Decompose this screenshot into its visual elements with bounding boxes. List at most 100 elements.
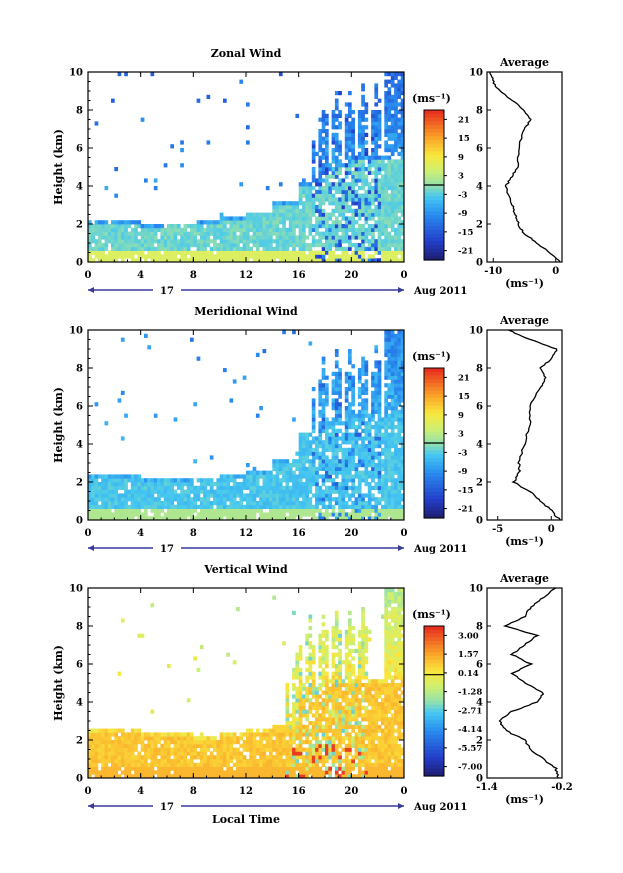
heatmap-cell: [377, 501, 382, 506]
heatmap-cell: [199, 482, 204, 487]
heatmap-cell: [298, 189, 303, 194]
heatmap-cell: [334, 766, 339, 771]
heatmap-cell: [321, 762, 326, 767]
heatmap-cell: [104, 501, 109, 506]
heatmap-cell: [124, 747, 128, 752]
colorbar-segment: [424, 200, 444, 205]
heatmap-cell: [367, 246, 372, 251]
heatmap-cell: [285, 239, 290, 244]
heatmap-cell: [348, 159, 352, 164]
heatmap-cell: [331, 686, 336, 691]
profile-y-tick-label: 4: [476, 440, 483, 451]
heatmap-cell: [318, 205, 323, 210]
heatmap-cell: [331, 170, 336, 175]
heatmap-cell: [397, 197, 402, 202]
heatmap-cell: [269, 212, 273, 217]
heatmap-cell: [111, 220, 115, 225]
heatmap-cell: [344, 125, 349, 130]
heatmap-cell: [186, 512, 191, 517]
heatmap-cell: [255, 352, 260, 357]
heatmap-cell: [390, 113, 395, 118]
heatmap-cell: [213, 516, 217, 521]
heatmap-cell: [397, 235, 402, 240]
heatmap-cell: [173, 747, 178, 752]
heatmap-cell: [239, 482, 244, 487]
heatmap-cell: [390, 151, 395, 156]
heatmap-cell: [295, 451, 300, 456]
heatmap-cell: [180, 508, 184, 513]
heatmap-cell: [338, 383, 342, 388]
heatmap-cell: [361, 178, 365, 183]
heatmap-cell: [173, 417, 178, 422]
heatmap-cell: [176, 231, 181, 236]
heatmap-cell: [120, 755, 125, 760]
heatmap-cell: [311, 648, 316, 653]
heatmap-cell: [292, 478, 296, 483]
heatmap-cell: [318, 140, 323, 145]
heatmap-cell: [111, 728, 115, 733]
heatmap-cell: [265, 755, 270, 760]
heatmap-cell: [282, 774, 286, 779]
heatmap-cell: [318, 743, 323, 748]
heatmap-cell: [390, 402, 395, 407]
heatmap-cell: [400, 428, 405, 433]
heatmap-cell: [295, 482, 300, 487]
heatmap-cell: [193, 770, 197, 775]
heatmap-cell: [170, 489, 174, 494]
heatmap-cell: [397, 497, 402, 502]
heatmap-cell: [400, 151, 405, 156]
heatmap-cell: [351, 258, 355, 263]
heatmap-cell: [377, 485, 382, 490]
heatmap-cell: [315, 451, 319, 456]
heatmap-cell: [321, 743, 326, 748]
heatmap-cell: [239, 182, 244, 187]
heatmap-cell: [305, 451, 309, 456]
heatmap-cell: [315, 182, 319, 187]
heatmap-cell: [226, 482, 230, 487]
heatmap-cell: [255, 732, 260, 737]
heatmap-cell: [236, 254, 240, 259]
heatmap-cell: [101, 516, 105, 521]
heatmap-cell: [91, 728, 95, 733]
heatmap-cell: [107, 504, 112, 509]
heatmap-cell: [384, 333, 388, 338]
heatmap-cell: [338, 413, 342, 418]
heatmap-cell: [183, 770, 188, 775]
heatmap-cell: [213, 759, 217, 764]
heatmap-cell: [305, 759, 309, 764]
heatmap-cell: [196, 516, 201, 521]
heatmap-cell: [262, 258, 267, 263]
heatmap-cell: [394, 163, 398, 168]
heatmap-cell: [163, 497, 168, 502]
heatmap-cell: [381, 254, 385, 259]
heatmap-cell: [170, 250, 174, 255]
heatmap-cell: [351, 174, 355, 179]
heatmap-cell: [259, 489, 263, 494]
heatmap-cell: [176, 759, 181, 764]
heatmap-cell: [377, 474, 382, 479]
heatmap-cell: [255, 227, 260, 232]
heatmap-cell: [321, 713, 326, 718]
heatmap-cell: [255, 231, 260, 236]
heatmap-cell: [387, 463, 392, 468]
heatmap-cell: [364, 501, 369, 506]
heatmap-cell: [318, 444, 323, 449]
heatmap-cell: [255, 482, 260, 487]
heatmap-cell: [167, 732, 171, 737]
heatmap-cell: [203, 243, 207, 248]
heatmap-cell: [137, 504, 142, 509]
heatmap-cell: [176, 224, 181, 229]
heatmap-cell: [311, 428, 316, 433]
heatmap-cell: [344, 208, 349, 213]
heatmap-cell: [140, 485, 145, 490]
heatmap-cell: [364, 478, 369, 483]
heatmap-cell: [97, 243, 102, 248]
heatmap-cell: [361, 508, 365, 513]
heatmap-cell: [259, 254, 263, 259]
heatmap-cell: [223, 743, 227, 748]
heatmap-cell: [328, 717, 332, 722]
heatmap-cell: [328, 501, 332, 506]
colorbar-segment: [424, 125, 444, 130]
heatmap-cell: [242, 482, 247, 487]
heatmap-cell: [209, 740, 214, 745]
